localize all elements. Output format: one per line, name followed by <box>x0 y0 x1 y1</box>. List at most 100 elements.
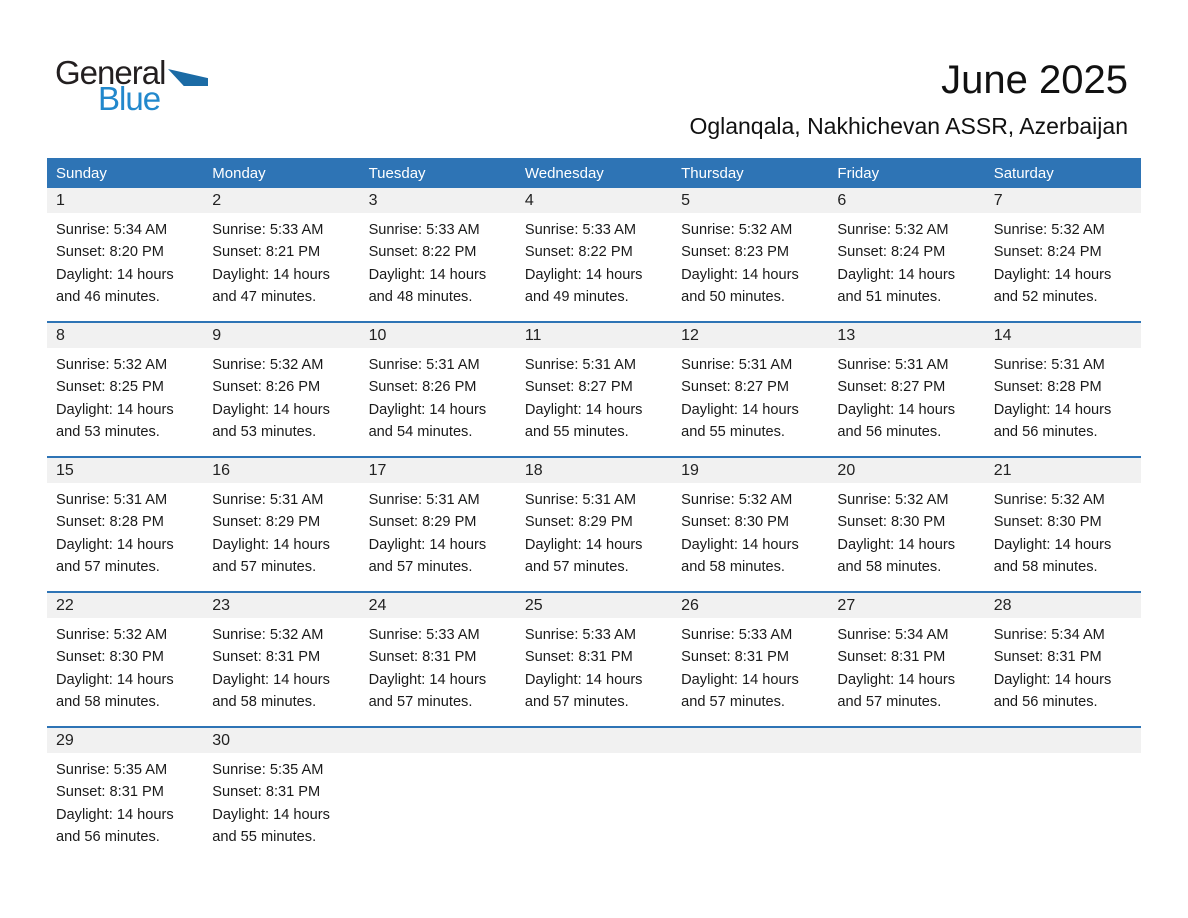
calendar-day-cell: 27 Sunrise: 5:34 AM Sunset: 8:31 PM Dayligh… <box>828 593 985 726</box>
daylight-text-line2: and 46 minutes. <box>56 288 160 305</box>
day-number-band: 20 <box>828 458 985 483</box>
sunset-text: Sunset: 8:24 PM <box>837 244 946 261</box>
calendar-day-cell: 5 Sunrise: 5:32 AM Sunset: 8:23 PM Daylight… <box>672 188 829 321</box>
daylight-text-line2: and 48 minutes. <box>368 288 473 305</box>
daylight-text-line1: Daylight: 14 hours <box>212 401 330 418</box>
day-info: Sunrise: 5:35 AM Sunset: 8:31 PM Daylight:… <box>203 753 359 848</box>
daylight-text-line1: Daylight: 14 hours <box>56 401 174 418</box>
day-info: Sunrise: 5:33 AM Sunset: 8:21 PM Daylight:… <box>203 213 359 308</box>
sunrise-text: Sunrise: 5:31 AM <box>681 357 793 373</box>
day-info: Sunrise: 5:31 AM Sunset: 8:27 PM Daylight:… <box>516 348 672 443</box>
day-info: Sunrise: 5:32 AM Sunset: 8:31 PM Daylight:… <box>203 618 359 713</box>
daylight-text-line1: Daylight: 14 hours <box>837 401 956 418</box>
day-number-band: 10 <box>359 323 516 348</box>
day-number-band: 29 <box>47 728 204 753</box>
day-number-band: 28 <box>984 593 1141 618</box>
day-number-band <box>359 728 516 753</box>
calendar-day-cell: 13 Sunrise: 5:31 AM Sunset: 8:27 PM Dayligh… <box>828 323 985 456</box>
sunrise-text: Sunrise: 5:32 AM <box>993 492 1105 508</box>
day-number: 11 <box>524 327 542 344</box>
weekday-header-friday: Friday <box>837 164 880 182</box>
daylight-text-line1: Daylight: 14 hours <box>837 266 956 283</box>
sunset-text: Sunset: 8:30 PM <box>681 514 790 531</box>
sunset-text: Sunset: 8:22 PM <box>524 244 633 261</box>
day-number: 22 <box>56 597 74 614</box>
calendar-day-cell: 25 Sunrise: 5:33 AM Sunset: 8:31 PM Dayligh… <box>515 593 673 726</box>
daylight-text-line1: Daylight: 14 hours <box>212 266 330 283</box>
sunrise-text: Sunrise: 5:33 AM <box>524 222 636 238</box>
sunrise-text: Sunrise: 5:32 AM <box>212 627 324 643</box>
day-info <box>828 753 984 759</box>
sunrise-text: Sunrise: 5:31 AM <box>524 492 636 508</box>
day-info: Sunrise: 5:31 AM Sunset: 8:28 PM Daylight:… <box>985 348 1141 443</box>
logo-text-blue: Blue <box>98 80 161 117</box>
calendar-day-cell: 9 Sunrise: 5:32 AM Sunset: 8:26 PM Daylight… <box>203 323 360 456</box>
day-number-band: 15 <box>47 458 204 483</box>
day-number: 18 <box>524 462 543 479</box>
calendar-day-cell: 7 Sunrise: 5:32 AM Sunset: 8:24 PM Daylight… <box>984 188 1141 321</box>
daylight-text-line1: Daylight: 14 hours <box>837 671 956 688</box>
sunset-text: Sunset: 8:26 PM <box>368 379 477 396</box>
day-number: 30 <box>212 732 231 749</box>
sunrise-text: Sunrise: 5:32 AM <box>56 357 168 373</box>
sunset-text: Sunset: 8:30 PM <box>837 514 946 531</box>
calendar-day-cell: 16 Sunrise: 5:31 AM Sunset: 8:29 PM Dayligh… <box>203 458 360 591</box>
sunrise-text: Sunrise: 5:35 AM <box>212 762 324 778</box>
sunset-text: Sunset: 8:22 PM <box>368 244 477 261</box>
sunrise-text: Sunrise: 5:31 AM <box>524 357 636 373</box>
day-info: Sunrise: 5:33 AM Sunset: 8:31 PM Daylight:… <box>360 618 516 713</box>
calendar-week-row: 15 Sunrise: 5:31 AM Sunset: 8:28 PM Dayligh… <box>47 456 1141 591</box>
daylight-text-line2: and 56 minutes. <box>993 693 1098 710</box>
day-number: 7 <box>993 192 1003 209</box>
sunset-text: Sunset: 8:31 PM <box>368 649 477 666</box>
sunrise-text: Sunrise: 5:31 AM <box>368 357 480 373</box>
month-title: June 2025 <box>941 58 1128 102</box>
daylight-text-line2: and 52 minutes. <box>993 288 1098 305</box>
calendar-day-cell: 21 Sunrise: 5:32 AM Sunset: 8:30 PM Dayligh… <box>984 458 1141 591</box>
sunrise-text: Sunrise: 5:32 AM <box>56 627 168 643</box>
sunrise-text: Sunrise: 5:31 AM <box>993 357 1105 373</box>
day-info: Sunrise: 5:31 AM Sunset: 8:28 PM Daylight:… <box>47 483 203 578</box>
daylight-text-line1: Daylight: 14 hours <box>56 671 174 688</box>
daylight-text-line1: Daylight: 14 hours <box>993 266 1112 283</box>
sunrise-text: Sunrise: 5:31 AM <box>212 492 324 508</box>
day-number-band: 6 <box>828 188 985 213</box>
calendar-empty-cell <box>359 728 516 861</box>
sunrise-text: Sunrise: 5:31 AM <box>368 492 480 508</box>
day-number: 19 <box>681 462 699 479</box>
daylight-text-line2: and 53 minutes. <box>56 423 160 440</box>
sunset-text: Sunset: 8:30 PM <box>56 649 164 666</box>
sunrise-text: Sunrise: 5:32 AM <box>993 222 1105 238</box>
day-info <box>516 753 672 759</box>
day-number-band: 22 <box>47 593 204 618</box>
day-info <box>985 753 1141 759</box>
calendar-week-row: 29 Sunrise: 5:35 AM Sunset: 8:31 PM Dayligh… <box>47 726 1141 861</box>
weekday-header-sunday: Sunday <box>56 164 107 182</box>
calendar-day-cell: 29 Sunrise: 5:35 AM Sunset: 8:31 PM Dayligh… <box>47 728 204 861</box>
calendar-day-cell: 2 Sunrise: 5:33 AM Sunset: 8:21 PM Daylight… <box>203 188 360 321</box>
day-info <box>360 753 516 759</box>
day-info: Sunrise: 5:34 AM Sunset: 8:31 PM Daylight:… <box>828 618 984 713</box>
day-number-band: 27 <box>828 593 985 618</box>
day-number: 23 <box>212 597 231 614</box>
logo-line1: General <box>55 56 209 89</box>
daylight-text-line1: Daylight: 14 hours <box>368 401 487 418</box>
day-number-band: 9 <box>203 323 360 348</box>
calendar-day-cell: 24 Sunrise: 5:33 AM Sunset: 8:31 PM Dayligh… <box>359 593 516 726</box>
calendar-day-cell: 10 Sunrise: 5:31 AM Sunset: 8:26 PM Dayligh… <box>359 323 516 456</box>
day-number: 8 <box>56 327 65 344</box>
sunset-text: Sunset: 8:27 PM <box>524 379 633 396</box>
day-number-band: 11 <box>515 323 673 348</box>
weekday-header-row: Sunday Monday Tuesday Wednesday Thursday… <box>47 158 1141 188</box>
daylight-text-line2: and 56 minutes. <box>56 828 160 845</box>
weekday-header-thursday: Thursday <box>681 164 744 182</box>
sunset-text: Sunset: 8:31 PM <box>837 649 946 666</box>
title-block: June 2025 Oglanqala, Nakhichevan ASSR, A… <box>689 58 1128 142</box>
sunset-text: Sunset: 8:31 PM <box>56 784 164 801</box>
calendar-day-cell: 17 Sunrise: 5:31 AM Sunset: 8:29 PM Dayligh… <box>359 458 516 591</box>
sunset-text: Sunset: 8:21 PM <box>212 244 321 261</box>
calendar-day-cell: 28 Sunrise: 5:34 AM Sunset: 8:31 PM Dayligh… <box>984 593 1141 726</box>
sunset-text: Sunset: 8:31 PM <box>524 649 633 666</box>
sunset-text: Sunset: 8:26 PM <box>212 379 321 396</box>
sunset-text: Sunset: 8:31 PM <box>212 784 321 801</box>
